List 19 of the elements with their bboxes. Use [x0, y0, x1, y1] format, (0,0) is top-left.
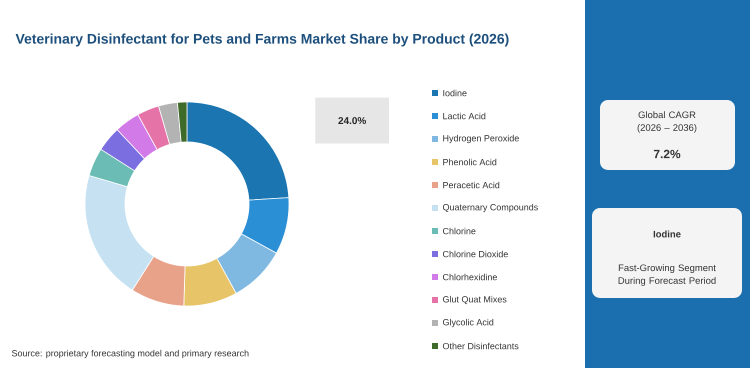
- legend-label: Quaternary Compounds: [442, 204, 538, 212]
- data-label: 24.0%: [338, 117, 366, 124]
- legend-label: Glut Quat Mixes: [442, 296, 506, 304]
- legend-label: Chlorine: [442, 228, 476, 234]
- legend-label: Iodine: [443, 90, 467, 96]
- chart-title: Veterinary Disinfectant for Pets and Farms Market Share by Product (2026): [16, 33, 509, 46]
- text: Iodine: [654, 230, 681, 238]
- source-note: Source: proprietary forecasting model and primary research: [12, 350, 248, 358]
- legend-label: Hydrogen Peroxide: [443, 134, 519, 144]
- legend-label: Lactic Acid: [443, 112, 486, 120]
- text: 7.2%: [654, 150, 680, 158]
- legend-label: Phenolic Acid: [443, 158, 496, 166]
- legend-label: Glycolic Acid: [442, 318, 494, 328]
- legend-label: Peracetic Acid: [443, 182, 500, 188]
- legend-label: Chlorine Dioxide: [442, 250, 508, 258]
- legend-label: Other Disinfectants: [442, 342, 518, 350]
- legend-label: Chlorhexidine: [442, 274, 497, 280]
- text: Global CAGR (2026 – 2036): [638, 111, 696, 133]
- text: Fast-Growing Segment During Forecast Period: [618, 264, 716, 286]
